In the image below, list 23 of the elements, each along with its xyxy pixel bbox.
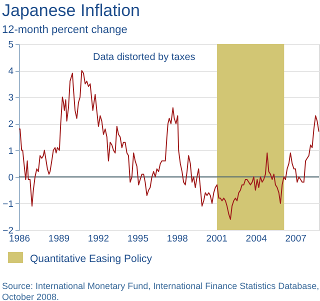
y-tick-label: 4 xyxy=(8,66,14,78)
y-tick-label: 2 xyxy=(8,119,14,130)
y-tick-label: 1 xyxy=(8,146,14,157)
x-tick-label: 2007 xyxy=(285,234,306,244)
x-tick-label: 1992 xyxy=(88,234,110,244)
annotation: Data distorted by taxes xyxy=(93,52,196,63)
y-tick-label: 5 xyxy=(8,40,14,50)
x-tick-label: 2004 xyxy=(246,234,267,244)
y-tick-label: 3 xyxy=(8,92,14,104)
x-tick-label: 2001 xyxy=(206,234,228,244)
line-series xyxy=(18,70,320,220)
x-tick-label: 1995 xyxy=(127,234,148,244)
chart-title: Japanese Inflation xyxy=(2,1,140,20)
x-tick-label: 1998 xyxy=(166,234,188,244)
x-tick-label: 1986 xyxy=(8,234,30,244)
legend-label: Quantitative Easing Policy xyxy=(30,253,153,265)
y-tick-label: −2 xyxy=(2,226,14,236)
y-tick-label: −1 xyxy=(2,198,14,210)
y-tick-label: 0 xyxy=(8,172,14,184)
x-tick-label: 1989 xyxy=(48,234,70,244)
source-note: Source: International Monetary Fund, International Finance Statistics Database, xyxy=(2,281,320,291)
text: October 2008. xyxy=(2,292,60,301)
chart-subtitle: 12-month percent change xyxy=(2,24,128,36)
